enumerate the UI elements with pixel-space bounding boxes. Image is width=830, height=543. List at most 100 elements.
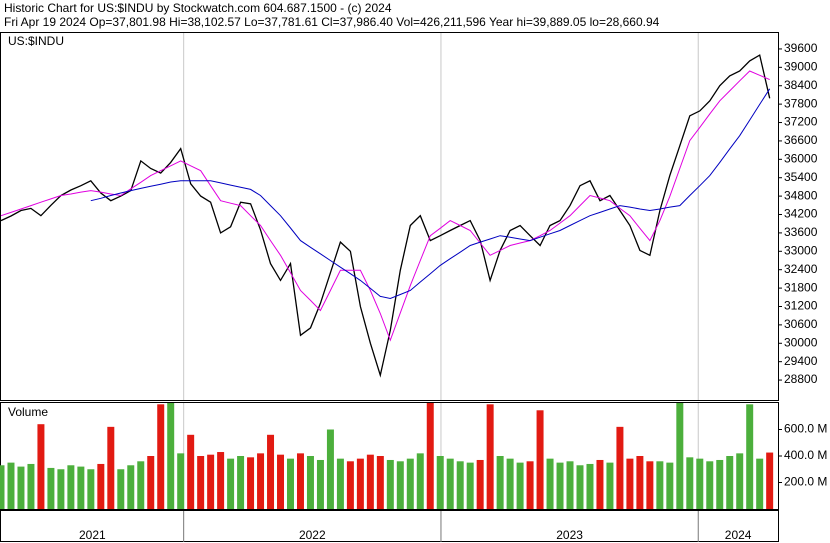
volume-bar [526,461,534,509]
price-line [0,54,771,378]
volume-bar [97,463,105,509]
volume-bar [416,453,424,509]
volume-bar [716,459,724,509]
y-tick-label: 400.0 M [784,448,827,462]
volume-bar [157,404,165,509]
volume-bar [207,454,215,509]
volume-bar [316,459,324,509]
volume-bar [746,404,754,509]
volume-bar [187,434,195,509]
volume-bar [516,462,524,509]
volume-bar [646,461,654,509]
volume-bar [696,458,704,509]
year-label: 2021 [79,528,106,542]
volume-bar [566,461,574,509]
volume-bar [127,465,135,509]
volume-bar [466,462,474,509]
volume-bar [656,461,664,509]
y-tick-label: 36600 [784,133,818,147]
y-tick-label: 30000 [784,335,818,349]
volume-bar [736,453,744,509]
y-tick-label: 39600 [784,41,818,55]
year-label: 2022 [299,528,326,542]
volume-bar [706,461,714,509]
y-tick-label: 33600 [784,225,818,239]
time-axis [0,510,779,542]
y-tick-label: 36000 [784,151,818,165]
volume-bar [336,458,344,509]
volume-bar [137,461,145,509]
volume-bar [217,452,225,509]
volume-bar [197,456,205,509]
volume-bar [107,426,115,509]
volume-bar [586,463,594,509]
volume-bar [676,403,684,509]
volume-bar [267,434,275,509]
volume-bar [7,462,15,509]
year-label: 2024 [725,528,752,542]
chart-title: Historic Chart for US:$INDU by Stockwatc… [4,1,392,15]
volume-bar [296,453,304,509]
volume-bar [237,456,245,509]
volume-bar [306,456,314,509]
volume-bar [77,466,85,509]
price-line [90,88,771,300]
volume-bar [666,462,674,509]
volume-bar [47,467,55,509]
volume-bar [67,465,75,509]
price-panel [0,32,779,401]
volume-bar [117,469,125,509]
y-tick-label: 37800 [784,96,818,110]
panel-label: US:$INDU [8,34,64,48]
volume-bar [626,458,634,509]
volume-bar [356,458,364,509]
volume-bar [476,459,484,509]
volume-bar [147,456,155,509]
y-tick-label: 200.0 M [784,475,827,489]
volume-bar [346,461,354,509]
volume-bar [177,453,185,509]
y-tick-label: 34800 [784,188,818,202]
volume-bar [227,458,235,509]
y-tick-label: 30600 [784,317,818,331]
volume-bar [636,456,644,509]
volume-bar [406,458,414,509]
volume-bar [277,454,285,509]
volume-bar [287,458,294,509]
price-line [0,70,770,342]
volume-bar [247,457,255,509]
volume-bar [606,462,614,509]
volume-bar [27,463,35,509]
y-tick-label: 37200 [784,115,818,129]
volume-bar [426,403,434,509]
volume-bar [766,452,774,509]
volume-bar [686,457,694,509]
volume-bar [556,462,564,509]
volume-bar [596,459,604,509]
y-tick-label: 38400 [784,78,818,92]
volume-bar [57,469,65,509]
year-label: 2023 [556,528,583,542]
volume-bar [396,461,404,509]
y-tick-label: 600.0 M [784,422,827,436]
volume-bar [366,454,374,509]
volume-bar [0,465,5,509]
volume-bar [536,410,544,509]
volume-bar [726,456,734,509]
volume-bar [17,466,25,509]
volume-bar [546,458,554,509]
volume-bar [257,453,265,509]
volume-bar [756,458,764,509]
y-tick-label: 39000 [784,60,818,74]
volume-bar [436,456,444,509]
volume-bar [616,426,624,509]
volume-bar [87,469,95,509]
volume-bar [496,456,504,509]
y-tick-label: 33000 [784,243,818,257]
volume-bar [506,458,514,509]
volume-bar [37,424,45,509]
volume-label: Volume [8,405,48,419]
